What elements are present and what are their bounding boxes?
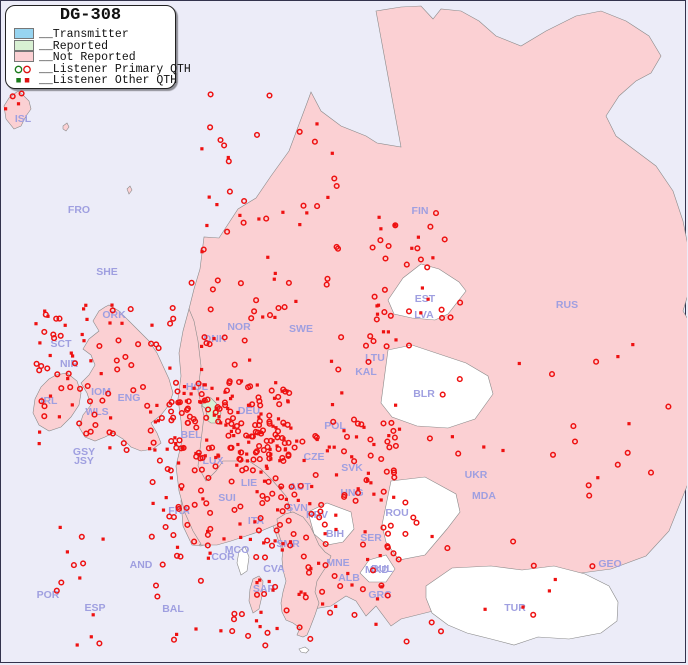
svg-text:KAL: KAL [355, 366, 377, 378]
svg-text:SHE: SHE [96, 266, 118, 278]
svg-text:COR: COR [211, 551, 235, 563]
svg-text:BEL: BEL [181, 429, 203, 441]
svg-text:ROU: ROU [385, 507, 408, 519]
svg-text:FIN: FIN [412, 205, 429, 217]
svg-text:POR: POR [37, 589, 60, 601]
svg-text:CVA: CVA [263, 563, 285, 575]
svg-text:MKD: MKD [365, 564, 389, 576]
svg-text:SWE: SWE [289, 323, 313, 335]
svg-text:UKR: UKR [465, 469, 488, 481]
svg-text:NIR: NIR [60, 358, 79, 370]
svg-text:GEO: GEO [598, 558, 621, 570]
svg-text:ESP: ESP [84, 602, 105, 614]
svg-text:LIE: LIE [241, 477, 257, 489]
svg-text:FRO: FRO [68, 204, 90, 216]
svg-text:HOL: HOL [186, 381, 209, 393]
svg-text:JSY: JSY [74, 455, 94, 467]
svg-text:GRC: GRC [368, 589, 392, 601]
svg-text:RUS: RUS [556, 299, 578, 311]
svg-text:ISL: ISL [15, 113, 32, 125]
svg-text:SUI: SUI [218, 492, 236, 504]
svg-text:EST: EST [415, 293, 436, 305]
svg-text:BLR: BLR [413, 388, 435, 400]
svg-text:BAL: BAL [162, 603, 184, 615]
svg-text:LVA: LVA [414, 309, 434, 321]
svg-text:ENG: ENG [118, 392, 141, 404]
svg-text:AUT: AUT [289, 481, 311, 493]
svg-text:LTU: LTU [365, 352, 385, 364]
svg-text:CZE: CZE [304, 451, 325, 463]
svg-text:SVK: SVK [341, 462, 363, 474]
svg-text:NOR: NOR [227, 321, 251, 333]
svg-text:AND: AND [130, 559, 153, 571]
svg-text:MDA: MDA [472, 490, 496, 502]
svg-text:MNE: MNE [326, 557, 349, 569]
